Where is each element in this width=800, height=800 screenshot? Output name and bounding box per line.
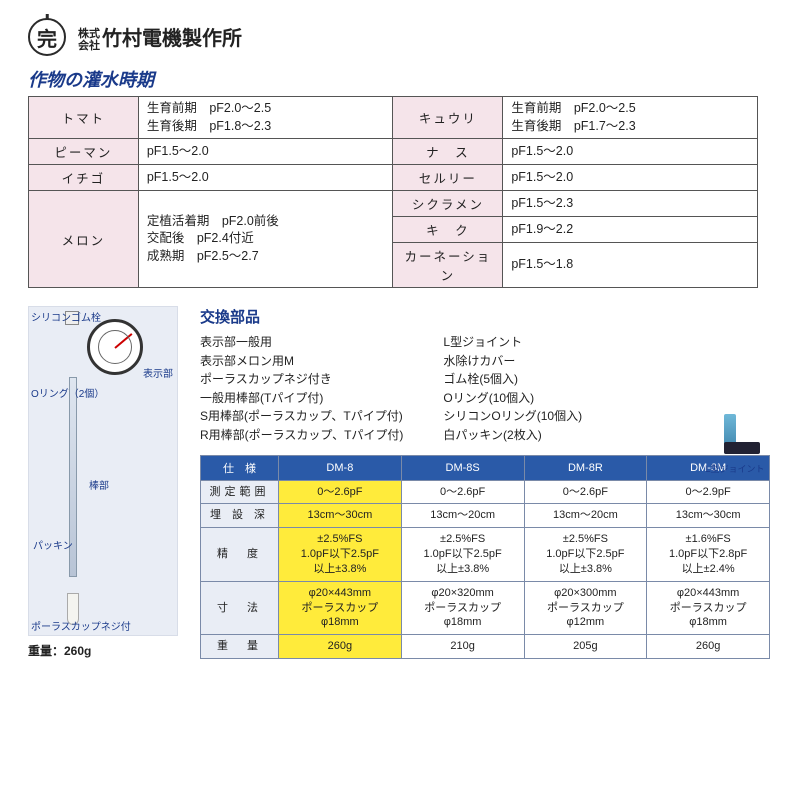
label-porous: ポーラスカップネジ付 — [31, 618, 131, 633]
l-joint-label: L型ジョイント — [700, 462, 770, 475]
spec-cell: 13cm～30cm — [279, 504, 402, 528]
value-cell: 生育前期 pF2.0～2.5 生育後期 pF1.8～2.3 — [138, 97, 393, 139]
spec-cell: ±1.6%FS 1.0pF以下2.8pF 以上±2.4% — [647, 528, 770, 582]
parts-col1: 表示部一般用表示部メロン用Mポーラスカップネジ付き一般用棒部(Tパイプ付)S用棒… — [200, 333, 403, 445]
parts-item: ポーラスカップネジ付き — [200, 370, 403, 389]
value-cell: pF1.5～2.0 — [503, 139, 758, 165]
spec-rowhead: 寸 法 — [201, 581, 279, 635]
spec-cell: 260g — [279, 635, 402, 659]
label-oring: Oリング（2個） — [31, 385, 104, 400]
value-cell: pF1.5～2.0 — [138, 139, 393, 165]
company-name: 株式 会社竹村電機製作所 — [78, 22, 242, 52]
irrigation-table: トマト生育前期 pF2.0～2.5 生育後期 pF1.8～2.3キュウリ生育前期… — [28, 96, 758, 288]
value-cell: pF1.5～2.3 — [503, 191, 758, 217]
spec-header-cell: DM-8 — [279, 455, 402, 480]
spec-cell: φ20×300mm ポーラスカップφ12mm — [524, 581, 647, 635]
spec-cell: 205g — [524, 635, 647, 659]
spec-cell: ±2.5%FS 1.0pF以下2.5pF 以上±3.8% — [279, 528, 402, 582]
value-cell: pF1.9～2.2 — [503, 217, 758, 243]
parts-item: 一般用棒部(Tパイプ付) — [200, 389, 403, 408]
parts-item: ゴム栓(5個入) — [443, 370, 582, 389]
spec-header-cell: 仕 様 — [201, 455, 279, 480]
label-silicone: シリコンゴム栓 — [31, 309, 101, 324]
parts-item: 表示部一般用 — [200, 333, 403, 352]
spec-cell: 210g — [401, 635, 524, 659]
label-rod: 棒部 — [89, 477, 109, 492]
spec-cell: 260g — [647, 635, 770, 659]
spec-header-cell: DM-8S — [401, 455, 524, 480]
spec-cell: 13cm～20cm — [524, 504, 647, 528]
spec-rowhead: 埋 設 深 — [201, 504, 279, 528]
parts-item: R用棒部(ポーラスカップ、Tパイプ付) — [200, 426, 403, 445]
parts-item: Oリング(10個入) — [443, 389, 582, 408]
spec-cell: φ20×320mm ポーラスカップφ18mm — [401, 581, 524, 635]
irrigation-title: 作物の灌水時期 — [28, 66, 772, 92]
value-cell: 定植活着期 pF2.0前後 交配後 pF2.4付近 成熟期 pF2.5～2.7 — [138, 191, 393, 288]
spec-table: 仕 様DM-8DM-8SDM-8RDM-8M 測定範囲0～2.6pF0～2.6p… — [200, 455, 770, 660]
crop-cell: ナ ス — [393, 139, 503, 165]
label-display: 表示部 — [143, 365, 173, 380]
crop-cell: イチゴ — [29, 165, 139, 191]
crop-cell: シクラメン — [393, 191, 503, 217]
crop-cell: トマト — [29, 97, 139, 139]
crop-cell: キ ク — [393, 217, 503, 243]
parts-col2: L型ジョイント水除けカバーゴム栓(5個入)Oリング(10個入)シリコンOリング(… — [443, 333, 582, 445]
parts-item: 水除けカバー — [443, 352, 582, 371]
spec-rowhead: 精 度 — [201, 528, 279, 582]
crop-cell: セルリー — [393, 165, 503, 191]
value-cell: pF1.5～2.0 — [503, 165, 758, 191]
parts-title: 交換部品 — [200, 306, 772, 327]
value-cell: pF1.5～1.8 — [503, 243, 758, 288]
spec-cell: 0～2.6pF — [524, 480, 647, 504]
parts-item: 表示部メロン用M — [200, 352, 403, 371]
spec-cell: 0～2.6pF — [279, 480, 402, 504]
spec-cell: ±2.5%FS 1.0pF以下2.5pF 以上±3.8% — [524, 528, 647, 582]
parts-item: L型ジョイント — [443, 333, 582, 352]
parts-item: S用棒部(ポーラスカップ、Tパイプ付) — [200, 407, 403, 426]
spec-cell: 13cm～30cm — [647, 504, 770, 528]
crop-cell: キュウリ — [393, 97, 503, 139]
crop-cell: カーネーション — [393, 243, 503, 288]
value-cell: pF1.5～2.0 — [138, 165, 393, 191]
value-cell: 生育前期 pF2.0～2.5 生育後期 pF1.7～2.3 — [503, 97, 758, 139]
device-diagram: シリコンゴム栓 表示部 Oリング（2個） 棒部 パッキン ポーラスカップネジ付 … — [28, 306, 188, 659]
spec-cell: ±2.5%FS 1.0pF以下2.5pF 以上±3.8% — [401, 528, 524, 582]
crop-cell: メロン — [29, 191, 139, 288]
company-logo: 完 — [28, 18, 66, 56]
spec-cell: 0～2.6pF — [401, 480, 524, 504]
l-joint-figure: L型ジョイント — [700, 410, 770, 475]
parts-lists: 表示部一般用表示部メロン用Mポーラスカップネジ付き一般用棒部(Tパイプ付)S用棒… — [200, 333, 772, 445]
spec-cell: φ20×443mm ポーラスカップφ18mm — [279, 581, 402, 635]
spec-rowhead: 測定範囲 — [201, 480, 279, 504]
parts-item: シリコンOリング(10個入) — [443, 407, 582, 426]
spec-cell: 13cm～20cm — [401, 504, 524, 528]
diagram-weight: 重量：260g — [28, 642, 188, 659]
crop-cell: ピーマン — [29, 139, 139, 165]
spec-header-cell: DM-8R — [524, 455, 647, 480]
spec-cell: φ20×443mm ポーラスカップφ18mm — [647, 581, 770, 635]
company-prefix: 株式 会社 — [78, 28, 100, 52]
spec-rowhead: 重 量 — [201, 635, 279, 659]
spec-cell: 0～2.9pF — [647, 480, 770, 504]
header: 完 株式 会社竹村電機製作所 — [28, 18, 772, 56]
company-name-text: 竹村電機製作所 — [102, 28, 242, 50]
label-packing: パッキン — [33, 537, 73, 552]
parts-item: 白パッキン(2枚入) — [443, 426, 582, 445]
